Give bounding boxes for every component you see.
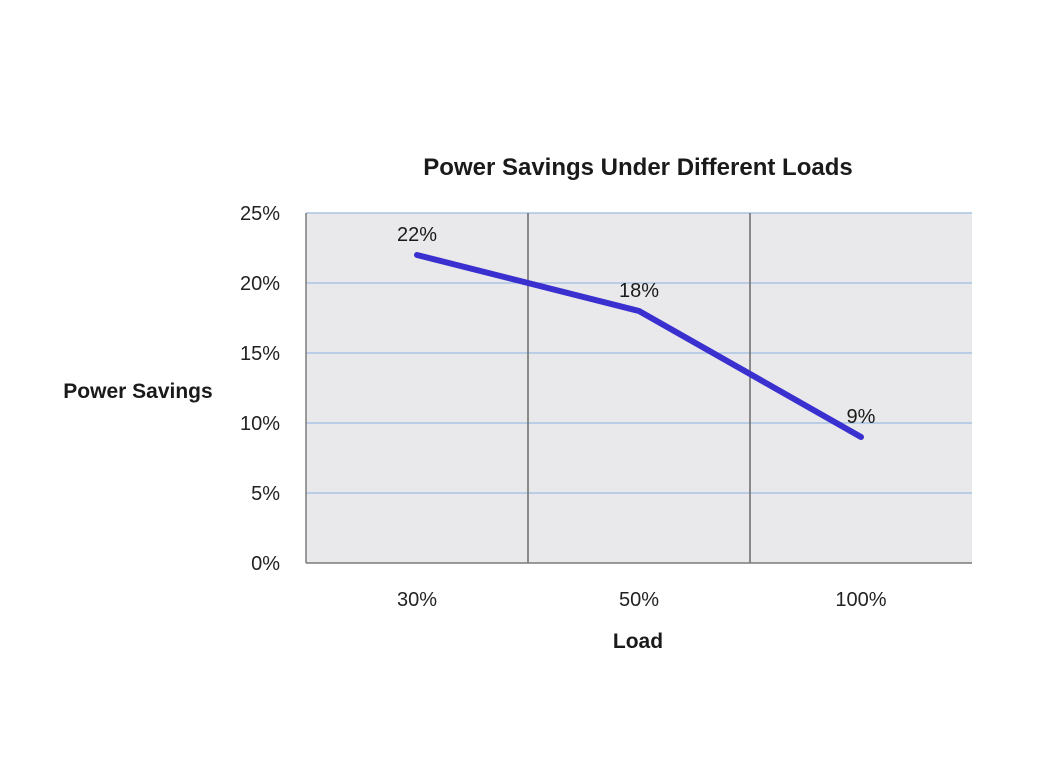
y-tick-label: 10% bbox=[240, 413, 280, 435]
data-label: 9% bbox=[847, 406, 876, 428]
y-tick-label: 15% bbox=[240, 343, 280, 365]
plot-background bbox=[306, 213, 972, 563]
y-tick-label: 0% bbox=[251, 553, 280, 575]
x-axis-title: Load bbox=[613, 630, 663, 653]
y-tick-label: 20% bbox=[240, 273, 280, 295]
series-line bbox=[414, 252, 864, 440]
x-tick-label: 30% bbox=[397, 589, 437, 611]
plot-area: 0% 5% 10% 15% 20% 25% 30% 50% 100% 22% 18% 9% bbox=[240, 203, 972, 611]
y-tick-label: 25% bbox=[240, 203, 280, 225]
y-axis-title: Power Savings bbox=[63, 380, 212, 403]
x-tick-label: 50% bbox=[619, 589, 659, 611]
chart-title: Power Savings Under Different Loads bbox=[423, 154, 852, 181]
data-label: 18% bbox=[619, 280, 659, 302]
y-tick-label: 5% bbox=[251, 483, 280, 505]
x-tick-label: 100% bbox=[835, 589, 886, 611]
data-label: 22% bbox=[397, 224, 437, 246]
